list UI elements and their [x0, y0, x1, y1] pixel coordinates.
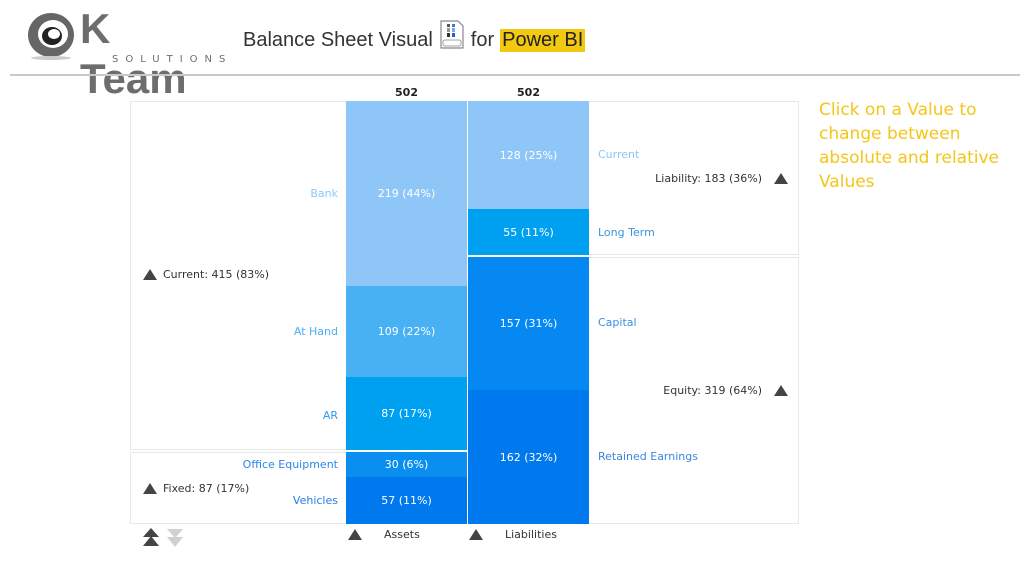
label-current-liability[interactable]: Current — [598, 148, 640, 161]
kteam-logo: K Team SOLUTIONS — [26, 5, 226, 102]
axis-liabilities[interactable]: Liabilities — [469, 528, 557, 541]
label-office-equipment[interactable]: Office Equipment — [242, 458, 338, 471]
group-label-text: Liability: 183 (36%) — [655, 172, 762, 185]
collapse-triangle-icon[interactable] — [774, 385, 788, 396]
axis-liabilities-label: Liabilities — [505, 528, 557, 541]
segment-vehicles[interactable]: 57 (11%) — [346, 477, 467, 524]
segment-bank[interactable]: 219 (44%) — [346, 101, 467, 286]
group-liability[interactable]: Liability: 183 (36%) — [655, 172, 788, 185]
label-capital[interactable]: Capital — [598, 316, 637, 329]
label-long-term[interactable]: Long Term — [598, 226, 655, 239]
group-equity[interactable]: Equity: 319 (64%) — [663, 384, 788, 397]
segment-value: 87 (17%) — [381, 407, 432, 420]
drill-down-icon[interactable] — [167, 528, 183, 548]
logo-subtext: SOLUTIONS — [112, 54, 233, 65]
group-current-assets[interactable]: Current: 415 (83%) — [143, 268, 269, 281]
segment-long-term[interactable]: 55 (11%) — [468, 209, 589, 255]
segment-office-equipment[interactable]: 30 (6%) — [346, 452, 467, 477]
segment-value: 219 (44%) — [377, 187, 436, 200]
segment-value: 109 (22%) — [377, 325, 436, 338]
segment-ar[interactable]: 87 (17%) — [346, 377, 467, 450]
power-bi-highlight: Power BI — [500, 28, 586, 52]
segment-capital[interactable]: 157 (31%) — [468, 257, 589, 390]
assets-fixed-panel — [130, 452, 347, 524]
segment-retained-earnings[interactable]: 162 (32%) — [468, 390, 589, 524]
segment-value: 55 (11%) — [503, 225, 554, 239]
liabilities-total[interactable]: 502 — [517, 86, 540, 99]
liability-panel — [588, 101, 799, 255]
swirl-logo-icon — [28, 13, 74, 60]
segment-current-liability[interactable]: 128 (25%) — [468, 101, 589, 209]
kteam-visual-icon — [440, 20, 464, 49]
segment-value: 128 (25%) — [499, 148, 558, 162]
label-vehicles[interactable]: Vehicles — [292, 494, 338, 507]
assets-current-panel — [130, 101, 347, 450]
label-bank[interactable]: Bank — [310, 187, 338, 200]
group-fixed-assets[interactable]: Fixed: 87 (17%) — [143, 482, 249, 495]
drill-up-icon[interactable] — [143, 528, 159, 548]
segment-at-hand[interactable]: 109 (22%) — [346, 286, 467, 377]
equity-panel — [588, 257, 799, 524]
collapse-triangle-icon[interactable] — [143, 483, 157, 494]
header: K Team SOLUTIONS Balance Sheet Visual fo… — [0, 0, 1024, 102]
collapse-triangle-icon[interactable] — [348, 529, 362, 540]
collapse-triangle-icon[interactable] — [774, 173, 788, 184]
segment-value: 57 (11%) — [381, 494, 432, 507]
logo-text: K Team — [80, 5, 187, 102]
label-at-hand[interactable]: At Hand — [293, 325, 338, 338]
assets-total[interactable]: 502 — [395, 86, 418, 99]
drill-controls — [143, 528, 183, 548]
segment-value: 30 (6%) — [384, 458, 429, 471]
axis-assets[interactable]: Assets — [348, 528, 420, 541]
collapse-triangle-icon[interactable] — [143, 269, 157, 280]
label-retained-earnings[interactable]: Retained Earnings — [598, 450, 698, 463]
segment-value: 157 (31%) — [499, 317, 558, 330]
header-divider — [10, 74, 1020, 76]
label-ar[interactable]: AR — [322, 409, 338, 422]
collapse-triangle-icon[interactable] — [469, 529, 483, 540]
page-title: Balance Sheet Visual for Power BI — [243, 20, 586, 54]
hint-text: Click on a Value to change between absol… — [819, 100, 1000, 192]
group-label-text: Equity: 319 (64%) — [663, 384, 762, 397]
title-mid: for — [470, 28, 495, 51]
segment-value: 162 (32%) — [499, 451, 558, 464]
axis-assets-label: Assets — [384, 528, 420, 541]
group-label-text: Current: 415 (83%) — [163, 268, 270, 281]
title-prefix: Balance Sheet Visual — [243, 28, 433, 51]
group-label-text: Fixed: 87 (17%) — [163, 482, 250, 495]
